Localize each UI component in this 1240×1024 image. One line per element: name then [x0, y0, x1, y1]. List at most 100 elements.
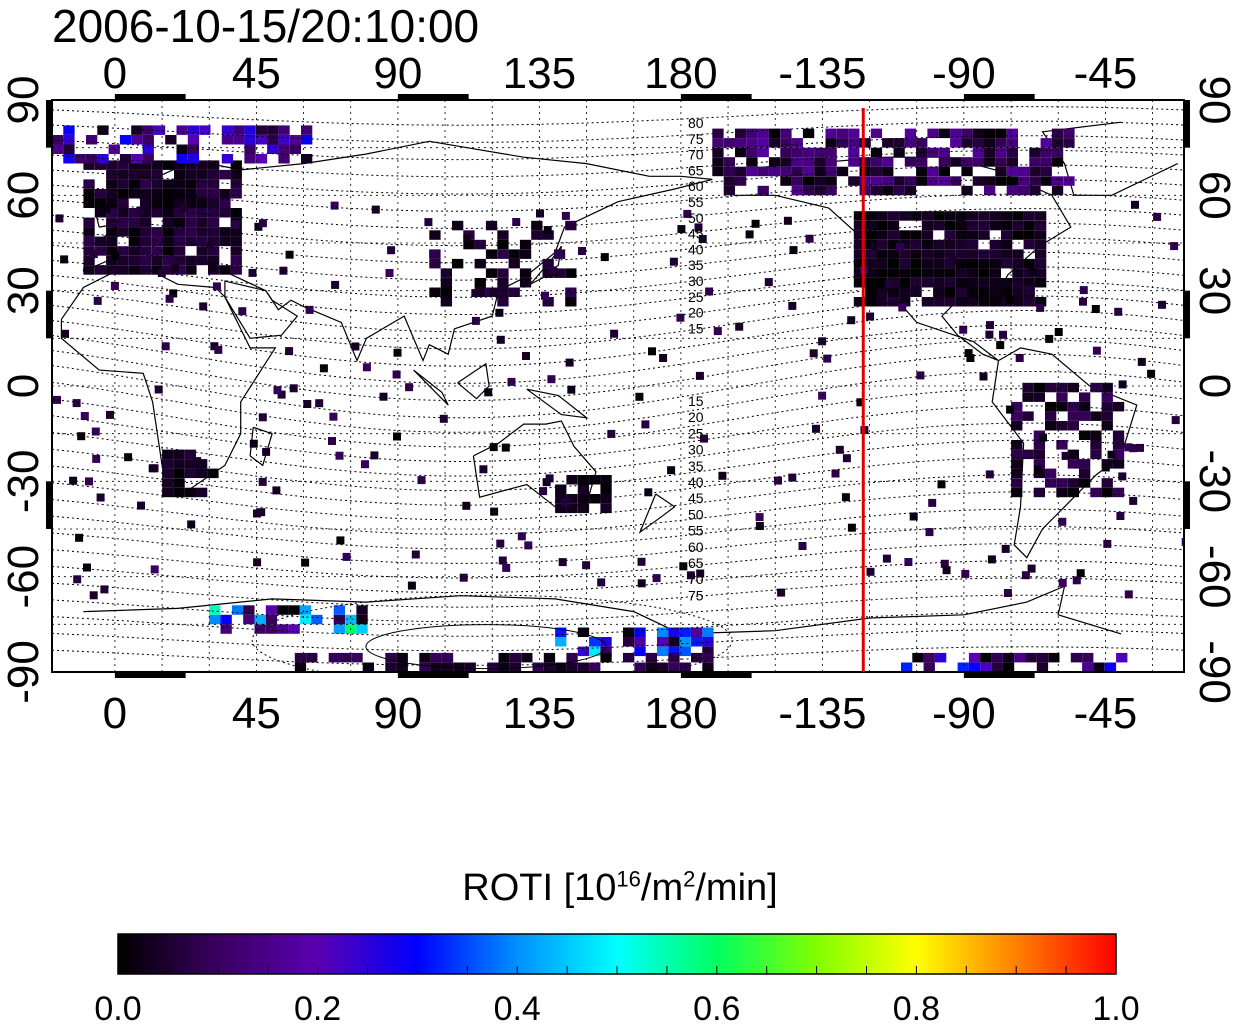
- roti-cell: [1137, 357, 1146, 366]
- roti-cell: [691, 637, 703, 647]
- magnetic-contour: [52, 508, 1184, 550]
- lon-tick-top: 90: [373, 49, 422, 98]
- roti-cell: [440, 268, 452, 278]
- roti-cell: [1029, 176, 1041, 186]
- roti-cell: [75, 533, 84, 542]
- roti-cell: [989, 239, 1001, 250]
- roti-cell: [100, 585, 109, 594]
- roti-cell: [735, 147, 747, 158]
- roti-cell: [52, 144, 64, 154]
- roti-cell: [577, 627, 590, 637]
- roti-cell: [173, 459, 185, 469]
- roti-cell: [294, 652, 307, 663]
- roti-cell: [230, 255, 242, 266]
- roti-cell: [1012, 220, 1024, 231]
- roti-cell: [768, 138, 781, 148]
- roti-cell: [142, 154, 154, 164]
- roti-cell: [956, 219, 965, 228]
- roti-cell: [1079, 297, 1087, 306]
- roti-cell: [411, 550, 420, 559]
- roti-cell: [679, 646, 691, 657]
- roti-cell: [288, 624, 300, 634]
- roti-cell: [938, 128, 950, 139]
- colorbar-ticks: 0.0 0.2 0.4 0.6 0.8 1.0: [94, 966, 1140, 1024]
- roti-cell: [561, 498, 570, 507]
- roti-cell: [106, 236, 118, 247]
- roti-cell: [959, 325, 968, 334]
- roti-cell: [884, 279, 893, 288]
- plot-title: 2006-10-15/20:10:00: [52, 0, 480, 52]
- roti-cell: [955, 239, 967, 250]
- map-grid: [52, 100, 1184, 672]
- roti-cell: [498, 662, 510, 672]
- roti-cell: [542, 268, 554, 278]
- roti-cell: [74, 154, 86, 164]
- roti-cell: [865, 268, 877, 278]
- roti-cell: [1023, 297, 1035, 307]
- roti-cell: [484, 388, 493, 397]
- roti-cell: [910, 239, 922, 250]
- roti-cell: [106, 189, 118, 199]
- roti-cell: [978, 278, 990, 288]
- roti-cell: [669, 257, 678, 266]
- roti-cell: [471, 316, 480, 325]
- roti-cell: [1001, 230, 1013, 240]
- roti-cell: [151, 198, 163, 208]
- roti-cell: [735, 138, 747, 148]
- roti-cell: [882, 138, 894, 148]
- roti-cell: [791, 157, 803, 167]
- roti-cell: [119, 135, 132, 145]
- roti-cell: [165, 135, 177, 145]
- roti-cell: [1033, 487, 1045, 498]
- roti-cell: [835, 445, 844, 454]
- roti-cell: [944, 211, 956, 221]
- roti-cell: [151, 255, 163, 266]
- magnetic-contour: [52, 120, 1184, 143]
- border-bar-top: [680, 94, 752, 100]
- roti-cell: [865, 211, 877, 221]
- roti-cell: [780, 166, 792, 177]
- roti-cell: [1118, 380, 1127, 389]
- roti-cell: [176, 154, 188, 164]
- roti-cell: [1056, 392, 1068, 402]
- roti-cell: [199, 125, 211, 135]
- roti-cell: [294, 662, 307, 672]
- roti-cell: [746, 157, 758, 167]
- roti-cell: [865, 278, 877, 288]
- roti-cell: [253, 558, 262, 567]
- roti-cell: [909, 512, 918, 521]
- roti-cell: [519, 249, 532, 259]
- roti-cell: [995, 166, 1007, 177]
- roti-cell: [243, 614, 255, 625]
- roti-cell: [452, 220, 464, 231]
- roti-cell: [691, 652, 703, 663]
- roti-cell: [1012, 297, 1024, 307]
- roti-cell: [1054, 328, 1063, 336]
- roti-cell: [106, 198, 118, 208]
- roti-cell: [1040, 138, 1052, 148]
- roti-cell: [244, 144, 256, 154]
- roti-cell: [319, 364, 328, 373]
- roti-cell: [92, 454, 101, 463]
- roti-cell: [937, 480, 946, 489]
- roti-cell: [208, 208, 220, 218]
- roti-cell: [910, 249, 922, 259]
- roti-cell: [173, 478, 185, 488]
- roti-cell: [1131, 200, 1139, 209]
- roti-cell: [219, 208, 231, 218]
- roti-cell: [712, 166, 724, 177]
- colorbar-tick-label: 1.0: [1092, 990, 1139, 1024]
- lon-tick-bottom: -135: [778, 689, 866, 738]
- roti-cell: [995, 138, 1007, 148]
- roti-cell: [1090, 487, 1102, 498]
- roti-cell: [196, 487, 208, 498]
- roti-cell: [848, 128, 860, 139]
- roti-cell: [1090, 430, 1102, 440]
- roti-cell: [221, 154, 234, 164]
- roti-cell: [921, 278, 934, 288]
- roti-cell: [117, 265, 129, 275]
- roti-cell: [128, 255, 140, 266]
- roti-cell: [702, 646, 714, 657]
- roti-cell: [836, 166, 849, 177]
- roti-cell: [927, 176, 939, 186]
